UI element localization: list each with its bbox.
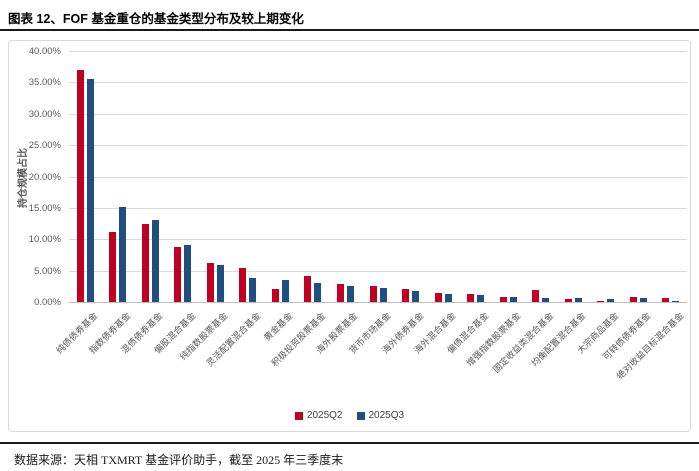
bar-2025q3 (412, 290, 420, 302)
bar-2025q3 (639, 297, 647, 302)
y-tick-label: 30.00% (28, 108, 61, 120)
bar-2025q3 (216, 264, 224, 302)
y-tick-label: 15.00% (28, 202, 61, 214)
gridline (69, 176, 687, 178)
title-divider (0, 29, 699, 31)
bar-2025q2 (336, 284, 344, 302)
bar-2025q3 (542, 297, 550, 302)
gridline (69, 270, 687, 272)
gridline (69, 239, 687, 241)
legend-item-2025q3: 2025Q3 (356, 410, 405, 421)
bar-2025q3 (444, 293, 452, 302)
legend-item-2025q2: 2025Q2 (294, 410, 343, 421)
plot-area (69, 51, 687, 303)
y-tick-label: 10.00% (28, 234, 61, 246)
bar-2025q3 (314, 282, 322, 302)
bar-2025q2 (662, 298, 670, 302)
bar-2025q2 (369, 285, 377, 302)
y-tick-label: 25.00% (28, 140, 61, 152)
y-tick-label: 0.00% (34, 297, 61, 308)
bar-2025q3 (119, 207, 127, 302)
bar-2025q3 (607, 298, 615, 302)
x-axis-line (69, 302, 687, 303)
bar-2025q2 (467, 294, 475, 302)
gridline (69, 113, 687, 115)
bar-2025q3 (574, 297, 582, 302)
gridline (69, 82, 687, 84)
legend-swatch-2025q3 (356, 411, 365, 420)
bar-2025q2 (304, 275, 312, 302)
gridline (69, 51, 687, 52)
bar-2025q2 (434, 292, 442, 302)
bar-2025q2 (564, 298, 572, 302)
bar-2025q2 (174, 246, 182, 302)
bar-2025q2 (597, 301, 605, 302)
y-tick-label: 5.00% (34, 265, 61, 277)
bar-2025q2 (141, 223, 149, 302)
bar-2025q2 (499, 296, 507, 302)
bar-2025q3 (477, 295, 485, 302)
bar-2025q3 (346, 285, 354, 302)
bar-2025q2 (239, 268, 247, 302)
source-note: 数据来源：天相 TXMRT 基金评价助手，截至 2025 年三季度末 (14, 453, 344, 467)
y-tick-label: 20.00% (28, 171, 61, 183)
y-tick-label: 35.00% (28, 77, 61, 89)
bar-2025q3 (672, 301, 680, 302)
legend-label-2025q3: 2025Q3 (368, 410, 405, 421)
bar-2025q3 (281, 280, 289, 302)
bar-2025q2 (271, 289, 279, 302)
bar-2025q3 (379, 288, 387, 302)
legend-label-2025q2: 2025Q2 (306, 410, 343, 421)
figure-title: 图表 12、FOF 基金重仓的基金类型分布及较上期变化 (8, 12, 304, 26)
y-tick-label: 40.00% (28, 46, 61, 57)
bar-2025q3 (249, 277, 257, 302)
chart-container: 持仓规模占比 0.00% 5.00% 10.00% 15.00% 20.00% 25.00… (8, 40, 691, 432)
bar-2025q3 (509, 297, 517, 302)
gridline (69, 207, 687, 209)
bar-2025q2 (109, 231, 117, 302)
legend: 2025Q2 2025Q3 (9, 410, 690, 421)
bar-2025q2 (532, 290, 540, 302)
bar-2025q3 (184, 244, 192, 302)
legend-swatch-2025q2 (294, 411, 303, 420)
bar-2025q3 (86, 78, 94, 302)
gridline (69, 145, 687, 147)
footer-divider (0, 442, 699, 444)
bar-2025q2 (402, 288, 410, 302)
bar-2025q2 (629, 296, 637, 302)
bar-2025q2 (76, 70, 84, 302)
bar-2025q2 (206, 263, 214, 302)
bar-2025q3 (151, 220, 159, 302)
